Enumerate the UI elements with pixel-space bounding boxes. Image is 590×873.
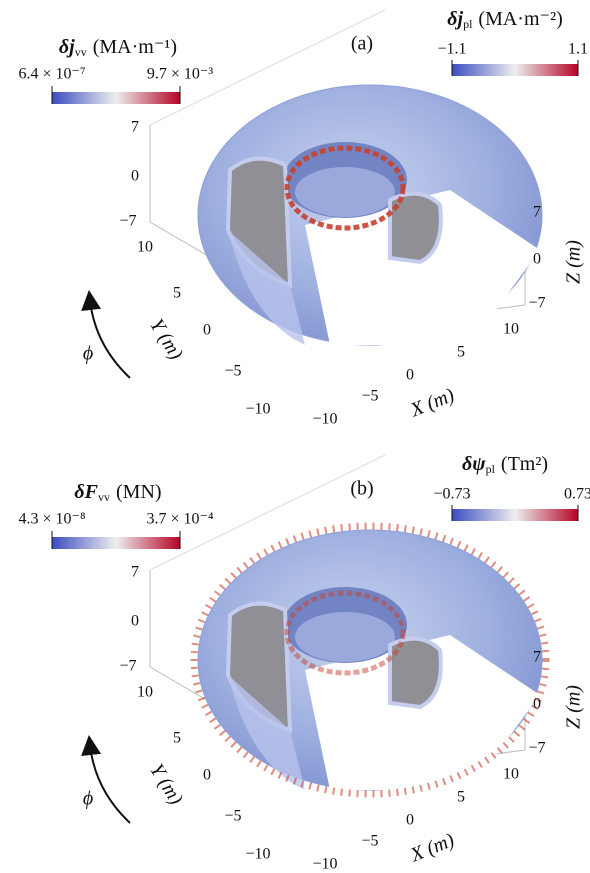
- colorbar-min: 6.4 × 10⁻⁷: [18, 66, 85, 83]
- colorbar: [52, 537, 180, 549]
- colorbar-title: δψpl (Tm²): [462, 453, 548, 476]
- x-tick-label: 0: [406, 812, 414, 829]
- unit: (MN): [116, 481, 162, 503]
- x-tick-label: 5: [457, 344, 465, 361]
- y-tick-label: −5: [224, 808, 241, 825]
- y-tick-label: 0: [203, 767, 211, 784]
- z-tick-label: 0: [533, 251, 541, 268]
- z-tick-label: −7: [119, 213, 136, 230]
- cross-section: [390, 194, 441, 262]
- z-tick-label: 7: [131, 119, 139, 136]
- x-tick-label: −5: [361, 833, 378, 850]
- z-tick-label: −7: [528, 740, 545, 757]
- z-tick-label: 0: [131, 613, 139, 630]
- z-axis-label: Z (m): [563, 240, 585, 284]
- x-tick-label: 5: [457, 789, 465, 806]
- symbol: δj: [59, 36, 75, 58]
- z-axis-label: Z (m): [563, 685, 585, 729]
- z-tick-label: 7: [533, 204, 541, 221]
- x-axis-label: X (m): [407, 384, 458, 422]
- y-tick-label: −5: [224, 363, 241, 380]
- phi-arrow: [90, 745, 130, 823]
- unit: (Tm²): [501, 453, 548, 475]
- x-tick-label: −10: [312, 411, 337, 428]
- symbol: δj: [447, 8, 463, 30]
- y-tick-label: −10: [245, 846, 270, 863]
- phi-label: ϕ: [83, 788, 93, 810]
- y-tick-label: 5: [173, 730, 181, 747]
- panel: (b) δFvv (MN) 4.3 × 10⁻⁸ 3.7 × 10⁻⁴ δψpl (Tm²)…: [18, 453, 590, 873]
- colorbar-max: 1.1: [568, 41, 588, 58]
- phi-arrow: [90, 300, 130, 378]
- z-tick-label: −7: [119, 658, 136, 675]
- colorbar-min: −1.1: [437, 41, 466, 58]
- subscript: vv: [98, 490, 110, 504]
- colorbar-max: 0.73: [564, 486, 590, 503]
- y-tick-label: 10: [137, 239, 153, 256]
- x-tick-label: 0: [406, 367, 414, 384]
- cross-section: [390, 639, 441, 707]
- figure: (a)δjvv(MA·m⁻¹)6.4 × 10⁻⁷9.7 × 10⁻³δjpl(…: [0, 0, 590, 873]
- colorbar-min: 4.3 × 10⁻⁸: [18, 511, 85, 528]
- z-tick-label: 0: [533, 696, 541, 713]
- y-tick-label: 10: [137, 684, 153, 701]
- subscript: pl: [463, 17, 473, 31]
- y-tick-label: 0: [203, 322, 211, 339]
- phi-label: ϕ: [83, 343, 93, 365]
- y-tick-label: 5: [173, 285, 181, 302]
- colorbar-title: δjvv (MA·m⁻¹): [59, 36, 177, 59]
- colorbar-max: 9.7 × 10⁻³: [147, 66, 213, 83]
- colorbar-title: δFvv (MN): [74, 481, 161, 504]
- z-tick-label: 7: [533, 649, 541, 666]
- symbol: δψ: [462, 453, 486, 475]
- x-tick-label: −10: [312, 856, 337, 873]
- y-tick-label: −10: [245, 401, 270, 418]
- colorbar-max: 3.7 × 10⁻⁴: [146, 511, 213, 528]
- x-tick-label: −5: [361, 388, 378, 405]
- torus-hole-floor: [295, 612, 395, 662]
- panel-label: (a): [351, 33, 373, 55]
- colorbar: [452, 509, 578, 521]
- subscript: pl: [486, 462, 496, 476]
- z-tick-label: 0: [131, 168, 139, 185]
- colorbar-min: −0.73: [433, 486, 470, 503]
- unit: (MA·m⁻²): [478, 8, 562, 30]
- x-tick-label: 10: [503, 321, 519, 338]
- colorbar: [452, 64, 578, 76]
- panel-label: (b): [350, 478, 373, 500]
- colorbar-title: δjpl (MA·m⁻²): [447, 8, 562, 31]
- y-axis-label: Y (m): [145, 315, 187, 364]
- y-axis-label: Y (m): [145, 760, 187, 809]
- x-axis-label: X (m): [407, 829, 458, 867]
- colorbar: [52, 92, 180, 104]
- symbol: δF: [74, 481, 98, 503]
- subscript: vv: [75, 45, 87, 59]
- x-tick-label: 10: [503, 766, 519, 783]
- z-tick-label: −7: [528, 295, 545, 312]
- z-tick-label: 7: [131, 564, 139, 581]
- torus-hole-floor: [295, 167, 395, 217]
- unit: (MA·m⁻¹): [93, 36, 177, 58]
